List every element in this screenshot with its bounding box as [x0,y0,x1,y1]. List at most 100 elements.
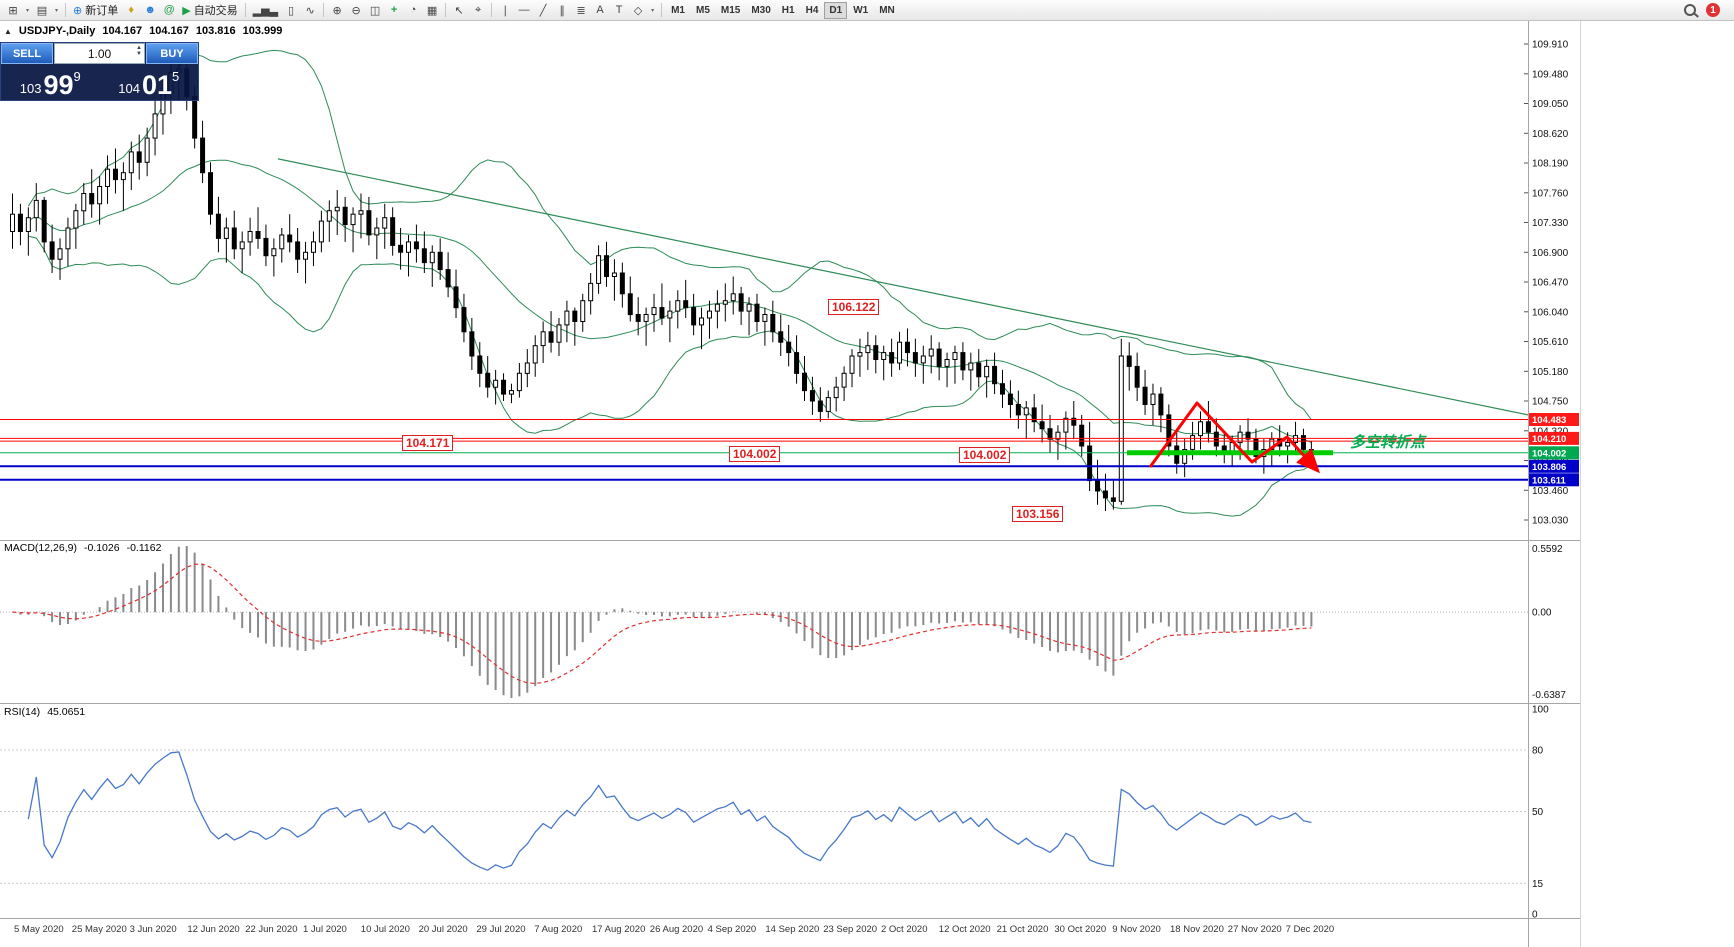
trendline-icon[interactable]: ╱ [534,2,552,19]
svg-text:25 May 2020: 25 May 2020 [72,924,127,935]
templates-icon[interactable]: ▦ [423,2,441,19]
bar-chart-icon[interactable]: ▂▅▃ [250,2,281,19]
shapes-dropdown-icon[interactable]: ▾ [648,2,657,19]
ohlc-open: 104.167 [102,25,143,37]
svg-text:18 Nov 2020: 18 Nov 2020 [1170,924,1224,935]
cursor-icon[interactable]: ↖ [450,2,468,19]
zoom-in-icon[interactable]: ⊕ [328,2,346,19]
periods-icon[interactable]: ◔ [404,2,422,19]
new-chart-icon[interactable]: ⊞ [4,2,22,19]
main-price-pane [0,48,1528,517]
chart-canvas[interactable]: 109.910 109.480 109.050 108.620 108.190 107.7… [0,20,1580,947]
profiles-dropdown-icon[interactable]: ▾ [52,2,61,19]
indicators-icon[interactable]: + [385,2,403,19]
timeframe-h1-button[interactable]: H1 [777,2,800,19]
volume-up-icon[interactable]: ▲ [136,45,142,51]
channel-icon[interactable]: ∥ [553,2,571,19]
timeframe-w1-button[interactable]: W1 [848,2,873,19]
svg-text:108.620: 108.620 [1532,129,1569,140]
mql5-icon[interactable]: @ [160,2,178,19]
svg-text:22 Jun 2020: 22 Jun 2020 [245,924,297,935]
line-chart-icon[interactable]: ∿ [301,2,319,19]
time-axis[interactable]: 5 May 2020 25 May 2020 3 Jun 2020 12 Jun 20… [14,924,1334,935]
label-icon[interactable]: T [610,2,628,19]
macd-main-value: -0.1026 [83,542,120,554]
timeframe-m15-button[interactable]: M15 [716,2,745,19]
buy-price[interactable]: 104 01 5 [118,69,180,100]
shapes-icon[interactable]: ◇ [629,2,647,19]
macd-signal-value: -0.1162 [126,542,162,554]
volume-input[interactable]: 1.00 ▲ ▼ [54,43,145,64]
tile-windows-icon[interactable]: ◫ [366,2,384,19]
alerts-icon[interactable]: ♦ [122,2,140,19]
svg-text:30 Oct 2020: 30 Oct 2020 [1054,924,1106,935]
vertical-line-icon[interactable]: ∣ [496,2,514,19]
collapse-trade-panel-icon[interactable]: ▲ [4,26,12,36]
timeframe-m30-button[interactable]: M30 [746,2,775,19]
sell-price[interactable]: 103 99 9 [19,69,81,100]
toolbar-separator [65,3,66,17]
timeframe-m5-button[interactable]: M5 [691,2,715,19]
svg-text:0.00: 0.00 [1532,608,1552,619]
svg-text:4 Sep 2020: 4 Sep 2020 [708,924,757,935]
trend-arrow-annotation[interactable] [1148,401,1321,474]
svg-text:21 Oct 2020: 21 Oct 2020 [997,924,1049,935]
sell-button[interactable]: SELL [1,43,53,64]
volume-spinner[interactable]: ▲ ▼ [136,45,142,57]
svg-text:10 Jul 2020: 10 Jul 2020 [361,924,410,935]
svg-text:9 Nov 2020: 9 Nov 2020 [1112,924,1161,935]
svg-text:104.750: 104.750 [1532,397,1569,408]
new-order-button[interactable]: ⊕ 新订单 [70,2,121,19]
toolbar: ⊞ ▾ ▤ ▾ ⊕ 新订单 ♦ ☻ @ ▶ 自动交易 ▂▅▃ ▯ ∿ ⊕ ⊖ ◫ + ◔ ▦ ↖ ⌖ ∣ ― ╱ ∥ ≣ A T ◇ ▾ M1… [0,0,1734,21]
svg-text:29 Jul 2020: 29 Jul 2020 [476,924,525,935]
timeframe-d1-button[interactable]: D1 [824,1,848,19]
profiles-icon[interactable]: ▤ [33,2,51,19]
timeframe-mn-button[interactable]: MN [874,2,900,19]
zoom-out-icon[interactable]: ⊖ [347,2,365,19]
toolbar-separator [323,3,325,17]
svg-text:15: 15 [1532,879,1544,890]
svg-text:20 Jul 2020: 20 Jul 2020 [419,924,468,935]
descending-trendline[interactable] [277,158,1528,416]
svg-text:14 Sep 2020: 14 Sep 2020 [765,924,819,935]
timeframe-h4-button[interactable]: H4 [801,2,824,19]
text-icon[interactable]: A [591,2,609,19]
symbol-label: USDJPY-,Daily [18,25,96,37]
new-chart-dropdown-icon[interactable]: ▾ [23,2,32,19]
fibonacci-icon[interactable]: ≣ [572,2,590,19]
svg-text:50: 50 [1532,807,1544,818]
svg-text:0: 0 [1532,910,1538,921]
volume-down-icon[interactable]: ▼ [136,51,142,57]
svg-text:2 Oct 2020: 2 Oct 2020 [881,924,927,935]
volume-value: 1.00 [87,46,112,61]
svg-text:105.610: 105.610 [1532,337,1569,348]
crosshair-icon[interactable]: ⌖ [469,2,487,19]
svg-text:12 Oct 2020: 12 Oct 2020 [939,924,991,935]
community-icon[interactable]: ☻ [141,2,159,19]
toolbar-separator [244,3,246,17]
new-order-button-icon: ⊕ [73,4,83,17]
one-click-trading-panel: SELL 1.00 ▲ ▼ BUY 103 99 9 104 [0,42,199,101]
svg-text:7 Aug 2020: 7 Aug 2020 [534,924,582,935]
svg-text:3 Jun 2020: 3 Jun 2020 [130,924,177,935]
svg-text:106.470: 106.470 [1532,278,1569,289]
search-icon[interactable] [1684,4,1696,16]
rsi-name: RSI(14) [4,706,41,718]
macd-indicator: 0.5592 0.00 -0.6387 [0,544,1566,701]
svg-text:109.910: 109.910 [1532,40,1569,51]
candlestick-chart-icon[interactable]: ▯ [282,2,300,19]
buy-button[interactable]: BUY [146,43,198,64]
svg-text:12 Jun 2020: 12 Jun 2020 [187,924,239,935]
horizontal-line-icon[interactable]: ― [515,2,533,19]
rsi-value: 45.0651 [47,706,86,718]
svg-text:23 Sep 2020: 23 Sep 2020 [823,924,877,935]
svg-text:103.611: 103.611 [1532,475,1567,486]
macd-name: MACD(12,26,9) [4,542,77,554]
timeframe-m1-button[interactable]: M1 [666,2,690,19]
notifications-badge[interactable]: 1 [1706,3,1720,17]
rsi-label: RSI(14) 45.0651 [4,706,85,718]
autotrading-button[interactable]: ▶ 自动交易 [179,2,240,19]
svg-text:26 Aug 2020: 26 Aug 2020 [650,924,703,935]
svg-text:103.460: 103.460 [1532,486,1569,497]
